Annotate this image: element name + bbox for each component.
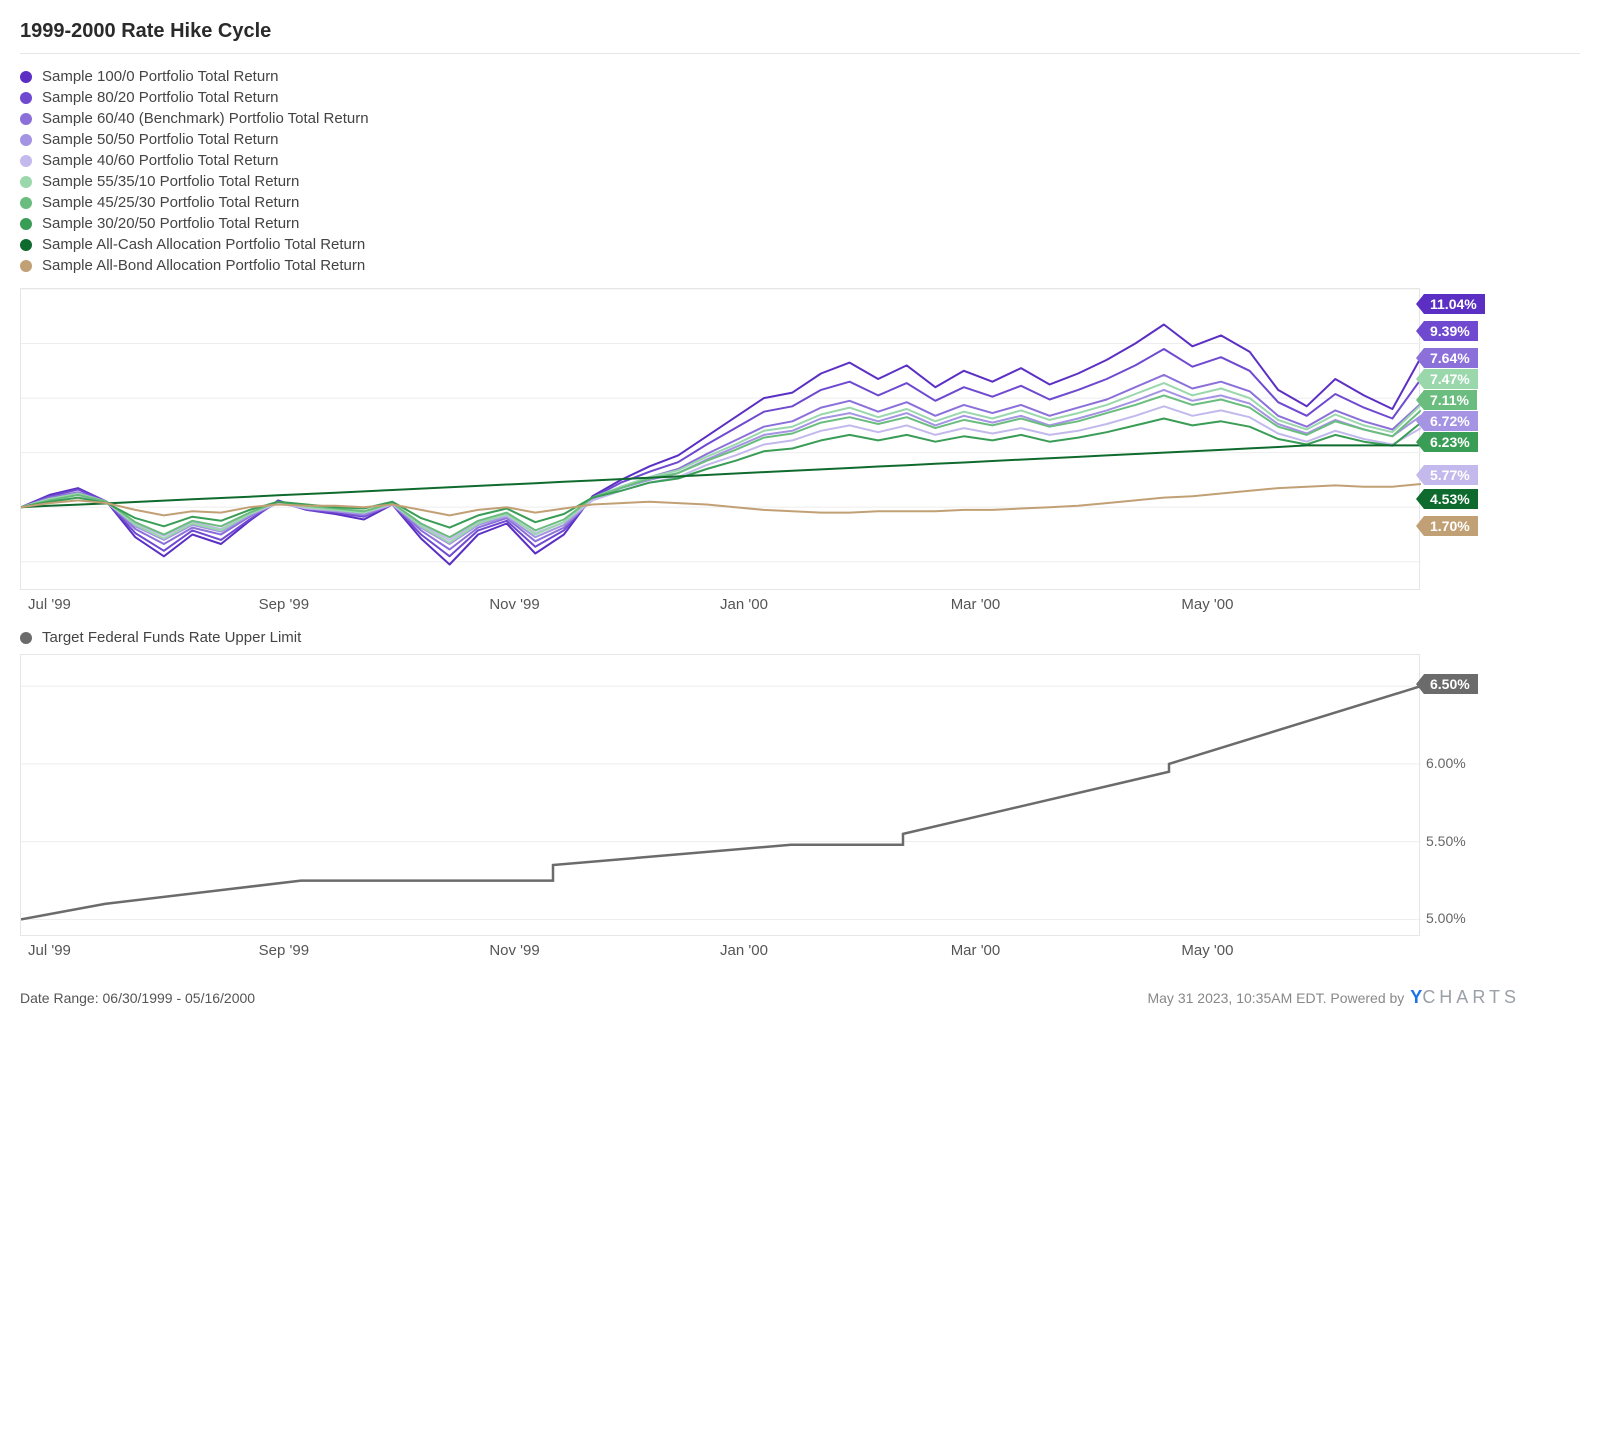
end-value-label: 1.70%	[1424, 516, 1478, 536]
legend-label: Sample 45/25/30 Portfolio Total Return	[42, 194, 299, 211]
footer: Date Range: 06/30/1999 - 05/16/2000 May …	[20, 987, 1520, 1008]
xaxis-bottom: Jul '99Sep '99Nov '99Jan '00Mar '00May '…	[20, 936, 1420, 959]
legend-swatch	[20, 134, 32, 146]
legend-label: Sample 55/35/10 Portfolio Total Return	[42, 173, 299, 190]
xtick-label: Sep '99	[259, 942, 490, 959]
timestamp: May 31 2023, 10:35AM EDT. Powered by	[1147, 990, 1404, 1006]
end-value-label: 7.11%	[1424, 390, 1477, 410]
legend-item: Sample 50/50 Portfolio Total Return	[20, 131, 1580, 148]
end-value-label: 7.64%	[1424, 348, 1478, 368]
legend-bottom: Target Federal Funds Rate Upper Limit	[20, 629, 1580, 646]
end-value-label: 7.47%	[1424, 369, 1478, 389]
legend-swatch	[20, 218, 32, 230]
xtick-label: Jan '00	[720, 596, 951, 613]
legend-swatch	[20, 239, 32, 251]
legend-swatch	[20, 92, 32, 104]
chart-container: 1999-2000 Rate Hike Cycle Sample 100/0 P…	[20, 20, 1580, 1008]
legend-item: Sample All-Bond Allocation Portfolio Tot…	[20, 257, 1580, 274]
xtick-label: Jan '00	[720, 942, 951, 959]
legend-label: Sample 80/20 Portfolio Total Return	[42, 89, 279, 106]
end-value-label: 5.77%	[1424, 465, 1478, 485]
legend-item: Sample 40/60 Portfolio Total Return	[20, 152, 1580, 169]
end-value-label: 6.50%	[1424, 674, 1478, 694]
xtick-label: Nov '99	[489, 596, 720, 613]
legend-item: Sample 100/0 Portfolio Total Return	[20, 68, 1580, 85]
xtick-label: Mar '00	[951, 596, 1182, 613]
xtick-label: Jul '99	[28, 596, 259, 613]
chart-title: 1999-2000 Rate Hike Cycle	[20, 20, 1580, 54]
bottom-chart-panel	[20, 654, 1420, 936]
top-endlabels: 11.04% 9.39% 7.64% 6.72% 5.77% 7.47%7.11% 6.23…	[1424, 288, 1504, 588]
top-chart-panel	[20, 288, 1420, 590]
legend-item: Sample 55/35/10 Portfolio Total Return	[20, 173, 1580, 190]
legend-swatch	[20, 260, 32, 272]
xaxis-top: Jul '99Sep '99Nov '99Jan '00Mar '00May '…	[20, 590, 1420, 613]
xtick-label: Mar '00	[951, 942, 1182, 959]
legend-item: Sample 80/20 Portfolio Total Return	[20, 89, 1580, 106]
end-value-label: 6.23%	[1424, 432, 1478, 452]
legend-label: Sample 40/60 Portfolio Total Return	[42, 152, 279, 169]
legend-top: Sample 100/0 Portfolio Total Return Sampl…	[20, 68, 1580, 274]
legend-item: Sample 45/25/30 Portfolio Total Return	[20, 194, 1580, 211]
footer-right: May 31 2023, 10:35AM EDT. Powered by YCH…	[1147, 987, 1520, 1008]
legend-label: Sample All-Cash Allocation Portfolio Tot…	[42, 236, 365, 253]
xtick-label: Sep '99	[259, 596, 490, 613]
legend-swatch	[20, 71, 32, 83]
end-value-label: 4.53%	[1424, 489, 1478, 509]
legend-swatch	[20, 197, 32, 209]
legend-item: Sample 30/20/50 Portfolio Total Return	[20, 215, 1580, 232]
brand-logo: YCHARTS	[1410, 987, 1520, 1008]
legend-swatch	[20, 113, 32, 125]
bottom-endlabel: 6.50%	[1424, 654, 1504, 934]
end-value-label: 11.04%	[1424, 294, 1485, 314]
xtick-label: Jul '99	[28, 942, 259, 959]
end-value-label: 9.39%	[1424, 321, 1478, 341]
xtick-label: May '00	[1181, 596, 1412, 613]
legend-label-ffr: Target Federal Funds Rate Upper Limit	[42, 629, 301, 646]
legend-label: Sample 30/20/50 Portfolio Total Return	[42, 215, 299, 232]
date-range-label: Date Range: 06/30/1999 - 05/16/2000	[20, 990, 255, 1006]
legend-swatch-ffr	[20, 632, 32, 644]
end-value-label: 6.72%	[1424, 411, 1478, 431]
legend-item: Sample 60/40 (Benchmark) Portfolio Total…	[20, 110, 1580, 127]
top-chart	[21, 289, 1419, 589]
legend-item: Sample All-Cash Allocation Portfolio Tot…	[20, 236, 1580, 253]
legend-label: Sample All-Bond Allocation Portfolio Tot…	[42, 257, 365, 274]
xtick-label: May '00	[1181, 942, 1412, 959]
legend-label: Sample 50/50 Portfolio Total Return	[42, 131, 279, 148]
legend-label: Sample 100/0 Portfolio Total Return	[42, 68, 279, 85]
bottom-chart	[21, 655, 1419, 935]
legend-swatch	[20, 176, 32, 188]
legend-swatch	[20, 155, 32, 167]
legend-label: Sample 60/40 (Benchmark) Portfolio Total…	[42, 110, 369, 127]
xtick-label: Nov '99	[489, 942, 720, 959]
